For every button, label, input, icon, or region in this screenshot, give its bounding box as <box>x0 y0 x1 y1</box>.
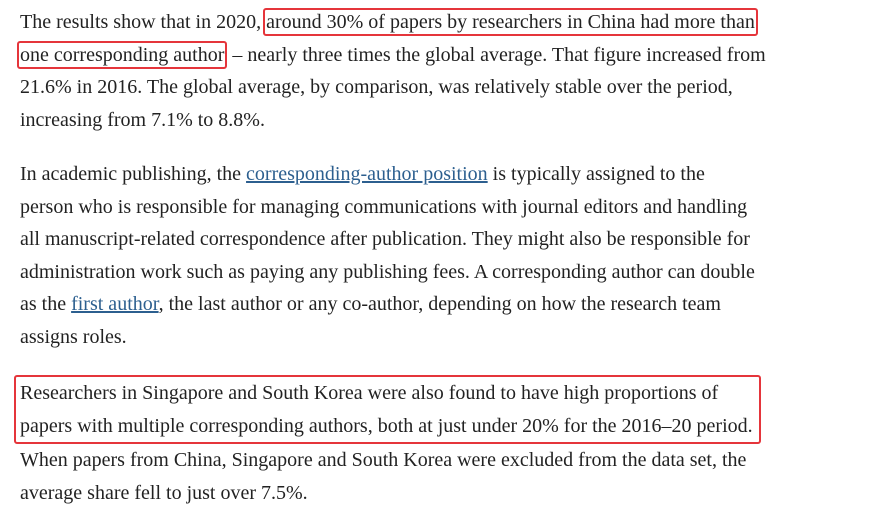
text: In academic publishing, the <box>20 163 247 185</box>
text: The results show that in 2020, <box>20 11 267 33</box>
text-line: average share fell to just over 7.5%. <box>20 481 308 504</box>
paragraph: In academic publishing, the correspondin… <box>20 158 869 353</box>
link[interactable]: first author <box>71 293 159 315</box>
text-line: When papers from China, Singapore and So… <box>20 449 747 471</box>
text: , the last author or any co-author, depe… <box>158 293 721 315</box>
text-line: administration work such as paying any p… <box>20 260 755 283</box>
text-line: increasing from 7.1% to 8.8%. <box>20 108 265 131</box>
paragraph: The results show that in 2020, around 30… <box>17 6 869 136</box>
text-line: all manuscript-related correspondence af… <box>20 228 750 250</box>
text-line: person who is responsible for managing c… <box>20 195 748 218</box>
highlight: around 30% of papers by researchers in C… <box>263 8 758 36</box>
text: as the <box>20 293 72 315</box>
text-line: assigns roles. <box>20 325 127 348</box>
highlight: one corresponding author <box>17 40 228 69</box>
text-line: In academic publishing, the correspondin… <box>20 158 869 191</box>
text: is typically assigned to the <box>487 163 705 185</box>
text: – nearly three times the global average.… <box>227 43 766 66</box>
highlight: Researchers in Singapore and South Korea… <box>14 375 761 444</box>
text-line: one corresponding author – nearly three … <box>17 39 869 72</box>
text-line: 21.6% in 2016. The global average, by co… <box>20 76 733 98</box>
text-line: The results show that in 2020, around 30… <box>20 6 869 39</box>
link[interactable]: corresponding-author position <box>246 163 488 185</box>
text-line: Researchers in Singapore and South Korea… <box>20 382 719 404</box>
text-line: as the first author, the last author or … <box>20 288 869 321</box>
text-line: papers with multiple corresponding autho… <box>20 414 753 437</box>
paragraph: Researchers in Singapore and South Korea… <box>14 375 869 509</box>
